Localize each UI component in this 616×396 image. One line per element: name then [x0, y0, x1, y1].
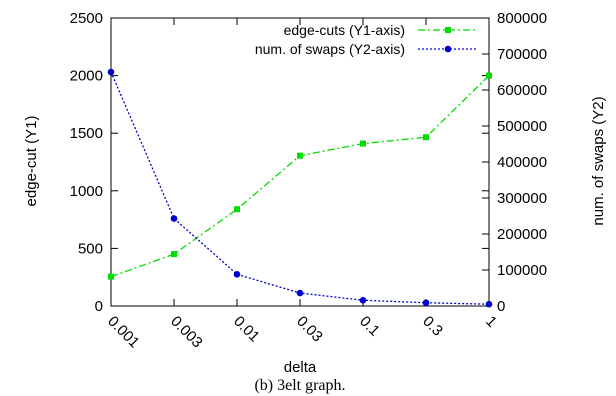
y2-tick-label: 600000 [497, 82, 547, 99]
x-tick-label: 0.03 [293, 313, 326, 346]
data-point-square [297, 152, 303, 159]
y1-tick-label: 500 [78, 240, 103, 257]
x-tick-label: 0.01 [230, 313, 263, 346]
legend: edge-cuts (Y1-axis) num. of swaps (Y2-axi… [255, 22, 478, 57]
y1-axis-ticks: 0 500 1000 1500 2000 2500 [70, 10, 489, 315]
data-point-square [486, 72, 492, 79]
data-point-circle [107, 68, 115, 76]
x-tick-label: 0.003 [167, 313, 206, 352]
y2-axis-label: num. of swaps (Y2) [590, 96, 607, 225]
data-point-square [171, 251, 177, 258]
series-line-1 [110, 75, 490, 278]
series-line-2 [110, 71, 490, 305]
y2-tick-label: 400000 [497, 154, 547, 171]
y1-tick-label: 2500 [70, 10, 103, 27]
data-point-circle [422, 299, 430, 307]
data-point-circle [233, 271, 241, 278]
y2-tick-label: 200000 [497, 226, 547, 243]
data-point-circle [170, 215, 178, 222]
y2-tick-label: 300000 [497, 190, 547, 207]
data-point-square [108, 273, 114, 280]
x-axis-label: delta [284, 359, 317, 376]
data-point-square [234, 206, 240, 213]
data-point-circle [296, 289, 304, 297]
x-tick-label: 0.001 [104, 313, 143, 352]
y2-tick-label: 700000 [497, 46, 547, 63]
series-layer [107, 68, 493, 308]
x-tick-label: 1 [482, 313, 500, 331]
y1-tick-label: 0 [95, 298, 103, 315]
data-point-square [423, 134, 429, 141]
y2-axis-ticks: 0 100000 200000 300000 400000 500000 600000 700… [482, 10, 547, 315]
data-point-circle [485, 300, 493, 308]
plot-frame [110, 17, 490, 307]
legend-label: edge-cuts (Y1-axis) [284, 22, 405, 38]
y1-tick-label: 1000 [70, 183, 103, 200]
legend-label: num. of swaps (Y2-axis) [255, 41, 405, 57]
x-tick-label: 0.3 [419, 313, 446, 340]
figure-caption: (b) 3elt graph. [254, 377, 345, 394]
y2-tick-label: 800000 [497, 10, 547, 27]
y1-tick-label: 2000 [70, 68, 103, 85]
y2-tick-label: 0 [497, 298, 505, 315]
data-point-circle [359, 296, 367, 304]
y2-tick-label: 100000 [497, 262, 547, 279]
y2-tick-label: 500000 [497, 118, 547, 135]
y1-tick-label: 1500 [70, 125, 103, 142]
legend-swatch-circle [444, 45, 452, 53]
legend-swatch-square [445, 27, 451, 33]
y1-axis-label: edge-cut (Y1) [23, 116, 40, 207]
x-axis-ticks: 0.001 0.003 0.01 0.03 0.1 0.3 1 [104, 18, 500, 351]
data-point-square [360, 140, 366, 147]
x-tick-label: 0.1 [356, 313, 383, 340]
